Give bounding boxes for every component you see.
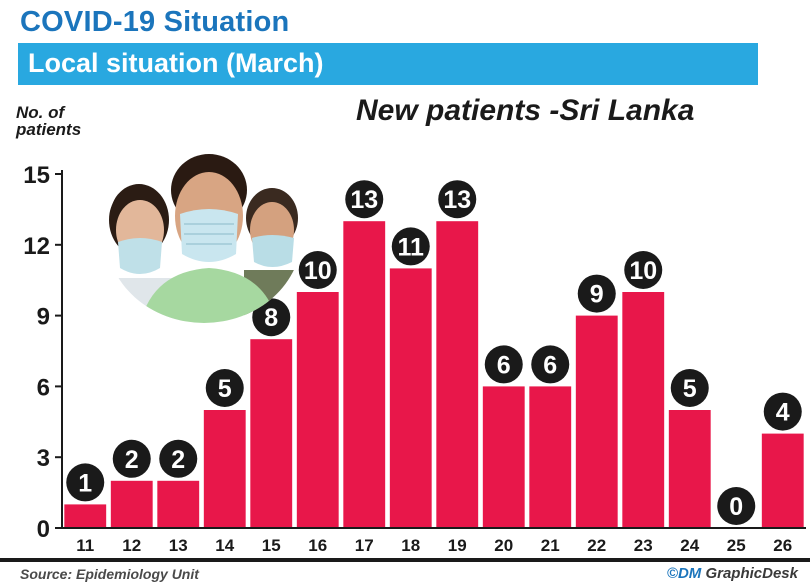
data-label: 2 bbox=[125, 446, 139, 474]
x-tick-label: 15 bbox=[262, 536, 281, 555]
x-tick-label: 17 bbox=[355, 536, 374, 555]
data-label-badge bbox=[159, 439, 198, 478]
x-tick-label: 14 bbox=[215, 536, 234, 555]
data-label-badge bbox=[531, 345, 570, 384]
bar bbox=[622, 292, 665, 528]
bar bbox=[157, 480, 200, 528]
data-label-badge bbox=[624, 251, 663, 289]
bar bbox=[482, 386, 525, 528]
bar bbox=[296, 292, 339, 528]
credit-logo-name: GraphicDesk bbox=[701, 565, 798, 582]
x-tick-label: 25 bbox=[727, 536, 746, 555]
data-label-badge bbox=[252, 298, 291, 337]
bar bbox=[436, 221, 479, 528]
data-label-badge bbox=[345, 180, 384, 219]
data-label: 13 bbox=[350, 186, 378, 214]
bar bbox=[250, 339, 293, 528]
x-tick-label: 21 bbox=[541, 536, 560, 555]
data-label: 13 bbox=[443, 186, 471, 214]
x-tick-label: 11 bbox=[76, 536, 94, 555]
y-tick-label: 12 bbox=[23, 233, 50, 260]
data-label: 10 bbox=[304, 257, 332, 285]
data-label: 5 bbox=[683, 375, 697, 403]
data-label-badge bbox=[763, 392, 802, 431]
bar bbox=[668, 410, 711, 528]
data-label-badge bbox=[438, 180, 477, 219]
data-label: 10 bbox=[629, 257, 657, 285]
data-label-badge bbox=[112, 439, 151, 478]
x-tick-label: 19 bbox=[448, 536, 467, 555]
bar bbox=[529, 386, 572, 528]
x-tick-label: 26 bbox=[773, 536, 792, 555]
data-label: 2 bbox=[171, 446, 185, 474]
footer-rule bbox=[0, 558, 810, 562]
bar bbox=[389, 268, 432, 528]
bar bbox=[110, 480, 153, 528]
bar bbox=[575, 315, 618, 528]
data-label-badge bbox=[577, 274, 616, 313]
subtitle-text: Local situation (March) bbox=[28, 48, 324, 78]
data-label-badge bbox=[717, 487, 756, 525]
bar bbox=[343, 221, 386, 528]
source-note: Source: Epidemiology Unit bbox=[20, 566, 199, 582]
x-tick-label: 20 bbox=[494, 536, 513, 555]
y-tick-label: 15 bbox=[23, 162, 50, 189]
data-label-badge bbox=[391, 227, 430, 266]
x-tick-label: 16 bbox=[308, 536, 327, 555]
data-label: 9 bbox=[590, 281, 604, 309]
data-label: 5 bbox=[218, 375, 232, 403]
data-label: 4 bbox=[776, 399, 790, 427]
x-tick-label: 13 bbox=[169, 536, 188, 555]
data-label: 11 bbox=[398, 233, 425, 261]
credit-logo-mark: ©DM bbox=[666, 565, 702, 582]
y-tick-label: 0 bbox=[37, 516, 50, 543]
x-tick-label: 23 bbox=[634, 536, 653, 555]
x-tick-label: 12 bbox=[122, 536, 141, 555]
data-label: 6 bbox=[543, 351, 557, 379]
x-tick-label: 22 bbox=[587, 536, 606, 555]
data-label-badge bbox=[670, 369, 709, 407]
subtitle-banner: Local situation (March) bbox=[18, 43, 758, 85]
y-tick-label: 9 bbox=[37, 304, 50, 331]
x-tick-label: 24 bbox=[680, 536, 699, 555]
data-label: 8 bbox=[264, 304, 278, 332]
y-axis-label: No. of patients bbox=[16, 103, 82, 139]
bar bbox=[203, 410, 246, 528]
credit-logo: ©DM GraphicDesk bbox=[667, 565, 798, 582]
data-label: 6 bbox=[497, 351, 511, 379]
data-label-badge bbox=[205, 369, 244, 407]
bar bbox=[761, 433, 804, 528]
data-label: 0 bbox=[729, 493, 743, 521]
masked-people-photo bbox=[106, 150, 302, 323]
data-label: 1 bbox=[78, 469, 92, 497]
bar bbox=[64, 504, 107, 528]
y-tick-label: 3 bbox=[37, 445, 50, 472]
data-label-badge bbox=[298, 251, 337, 289]
x-tick-label: 18 bbox=[401, 536, 420, 555]
data-label-badge bbox=[484, 345, 523, 384]
chart-title: New patients -Sri Lanka bbox=[356, 94, 695, 127]
data-label-badge bbox=[66, 463, 105, 502]
headline-title: COVID-19 Situation bbox=[20, 6, 290, 38]
y-tick-label: 6 bbox=[37, 374, 50, 401]
